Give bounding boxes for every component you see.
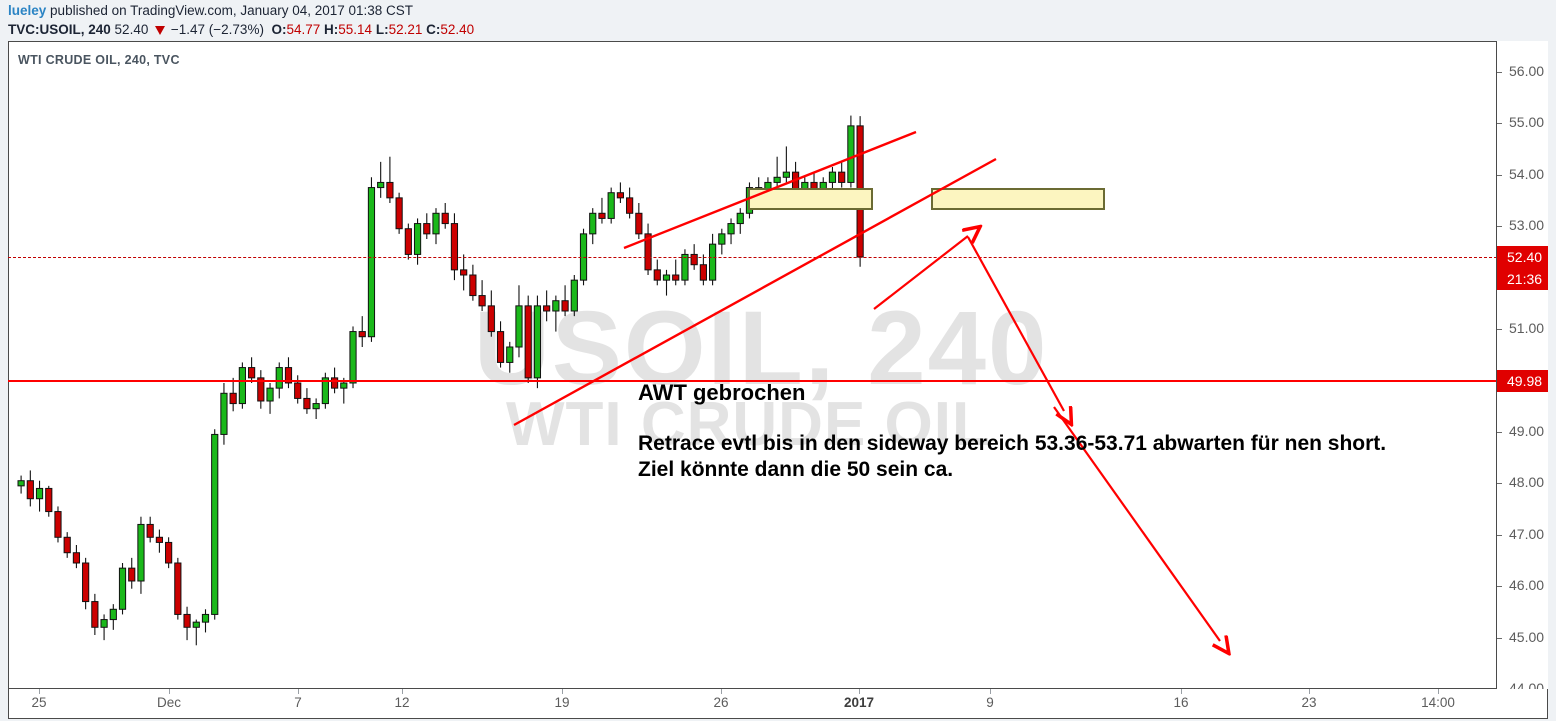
- chart-frame: [8, 41, 1548, 689]
- retrace-arrow[interactable]: [873, 236, 968, 310]
- chart-legend: WTI CRUDE OIL, 240, TVC: [18, 53, 180, 67]
- channel-lower-trendline[interactable]: [513, 157, 997, 427]
- time-tick-label: 7: [294, 695, 302, 710]
- close-key: C:: [426, 22, 441, 37]
- open-value: 54.77: [286, 22, 321, 37]
- annotation-retrace-line2: Ziel könnte dann die 50 sein ca.: [638, 458, 954, 481]
- drawing-overlay: [513, 130, 1497, 689]
- channel-upper-trendline[interactable]: [623, 130, 917, 250]
- annotation-retrace-line1: Retrace evtl bis in den sideway bereich …: [638, 432, 1387, 455]
- low-key: L:: [375, 22, 389, 37]
- time-tick-label: 19: [554, 695, 570, 710]
- price-tick-label: 49.00: [1509, 422, 1545, 439]
- price-tick: [1497, 431, 1502, 433]
- time-tick-label: 2017: [843, 695, 875, 710]
- price-tick: [1497, 534, 1502, 536]
- last-price: 52.40: [114, 22, 149, 37]
- price-tick: [1497, 637, 1502, 639]
- time-tick-label: 12: [394, 695, 410, 710]
- time-tick: [169, 689, 170, 694]
- time-tick-label: 25: [31, 695, 47, 710]
- price-tick: [1497, 174, 1502, 176]
- time-tick-label: 16: [1173, 695, 1189, 710]
- time-tick: [562, 689, 563, 694]
- price-tick: [1497, 226, 1502, 228]
- last-price-line: [8, 257, 1496, 258]
- author-link[interactable]: lueley: [8, 3, 47, 18]
- support-price-line: [8, 380, 1496, 383]
- annotation-retrace[interactable]: Retrace evtl bis in den sideway bereich …: [638, 431, 1386, 483]
- price-tick-label: 53.00: [1509, 217, 1545, 234]
- publish-line: lueley published on TradingView.com, Jan…: [8, 3, 413, 18]
- time-tick-label: Dec: [156, 695, 182, 710]
- price-tick-label: 46.00: [1509, 577, 1545, 594]
- time-tick: [721, 689, 722, 694]
- change-label: −1.47 (−2.73%): [170, 22, 264, 37]
- quote-line: TVC:USOIL, 240 52.40 −1.47 (−2.73%) O:54…: [8, 22, 474, 37]
- time-scale[interactable]: 25 Dec 7 12 19 26 2017 9 16 23 14:00: [8, 689, 1548, 719]
- price-tick: [1497, 71, 1502, 73]
- price-tick: [1497, 123, 1502, 125]
- target-arrow[interactable]: [1053, 406, 1220, 641]
- low-value: 52.21: [388, 22, 423, 37]
- price-tick: [1497, 586, 1502, 588]
- time-tick: [39, 689, 40, 694]
- close-value: 52.40: [440, 22, 475, 37]
- time-tick: [1181, 689, 1182, 694]
- price-tick-label: 45.00: [1509, 628, 1545, 645]
- time-tick-label: 14:00: [1421, 695, 1455, 710]
- chart-header: lueley published on TradingView.com, Jan…: [0, 0, 1556, 41]
- publish-text: published on TradingView.com, January 04…: [50, 3, 414, 18]
- time-tick: [1309, 689, 1310, 694]
- candlestick-plot: [17, 115, 864, 646]
- time-tick: [990, 689, 991, 694]
- price-tick-label: 47.00: [1509, 525, 1545, 542]
- price-tick-label: 51.00: [1509, 320, 1545, 336]
- time-tick: [1438, 689, 1439, 694]
- price-scale[interactable]: 56.00 55.00 54.00 53.00 51.00 49.00 48.00 47.00…: [1497, 41, 1548, 689]
- price-tick: [1497, 483, 1502, 485]
- current-price-badge[interactable]: 52.40: [1497, 246, 1548, 268]
- support-price-badge[interactable]: 49.98: [1497, 370, 1548, 393]
- time-tick-label: 26: [713, 695, 729, 710]
- down-triangle-icon: [155, 26, 166, 35]
- price-tick-label: 55.00: [1509, 114, 1545, 131]
- price-tick: [1497, 329, 1502, 330]
- time-tick: [298, 689, 299, 694]
- time-tick: [859, 689, 860, 694]
- price-tick-label: 54.00: [1509, 165, 1545, 182]
- symbol-label[interactable]: TVC:USOIL, 240: [8, 22, 111, 37]
- price-tick-label: 56.00: [1509, 62, 1545, 79]
- time-tick-label: 23: [1301, 695, 1317, 710]
- annotation-awt[interactable]: AWT gebrochen: [638, 380, 806, 405]
- short-entry-arrow[interactable]: [967, 236, 1064, 411]
- chart-pane[interactable]: USOIL, 240 WTI CRUDE OIL WTI CRUDE OIL, …: [8, 41, 1497, 689]
- open-key: O:: [271, 22, 287, 37]
- time-tick-label: 9: [986, 695, 994, 710]
- price-tick-label: 44.00: [1509, 680, 1545, 689]
- sideway-zone-projected[interactable]: [931, 187, 1105, 210]
- high-key: H:: [324, 22, 339, 37]
- high-value: 55.14: [338, 22, 373, 37]
- time-tick: [402, 689, 403, 694]
- bar-countdown-badge[interactable]: 21:36: [1497, 268, 1548, 290]
- price-tick-label: 48.00: [1509, 474, 1545, 491]
